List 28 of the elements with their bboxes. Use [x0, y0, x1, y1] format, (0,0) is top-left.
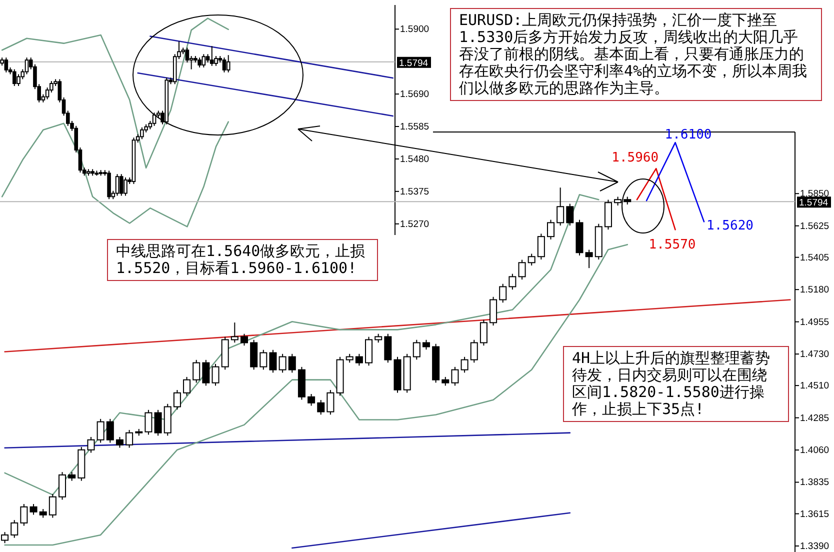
- y-tick-label: 1.5900: [400, 24, 430, 36]
- y-tick-label: 1.4060: [800, 445, 830, 456]
- y-tick-label: 1.5480: [400, 154, 430, 165]
- ref-line-label: 1.5794: [399, 58, 428, 69]
- annotation: 1.5570: [648, 238, 696, 253]
- annotation: 中线思路可在1.5640做多欧元，止损1.5520，目标看1.5960-1.6100!: [107, 239, 378, 281]
- y-tick-label: 1.5405: [800, 252, 830, 264]
- y-tick-label: 1.5585: [400, 121, 430, 132]
- text: EURUSD:上周欧元仍保持强势，汇价一度下挫至1.5330后多方开始发力反攻，周线收出的大阳几乎吞没了前根的阴线。基本面上看，只要有通胀压力的存在欧央行仍会坚守利率4%的立场不变，所以本周我们以做多欧元的思路作为主导。: [450, 8, 822, 101]
- y-tick-label: 1.4730: [800, 349, 830, 360]
- y-tick-label: 1.5625: [800, 220, 830, 232]
- line-series: [1, 18, 230, 169]
- y-tick-label: 1.5375: [400, 186, 430, 198]
- y-tick-label: 1.5270: [400, 218, 430, 230]
- annotation: 1.6100: [664, 128, 712, 143]
- y-tick-label: 1.5690: [400, 89, 430, 100]
- annotation: 1.5960: [612, 150, 659, 166]
- annotation: 4H上以上升后的旗型整理蓄势待发，日内交易则可以在围绕区间1.5820-1.5580进行操作，止损上下35点!: [563, 346, 789, 422]
- y-tick-label: 1.3615: [800, 508, 830, 520]
- y-tick-label: 1.3390: [800, 540, 830, 552]
- y-tick-label: 1.4955: [800, 316, 830, 328]
- annotation: 1.5620: [706, 218, 754, 234]
- y-tick-label: 1.4510: [800, 380, 830, 392]
- ref-line-label: 1.5794: [799, 198, 828, 209]
- y-tick-label: 1.4285: [800, 412, 830, 424]
- line-series: [1, 121, 230, 228]
- y-tick-label: 1.3835: [800, 477, 830, 488]
- y-tick-label: 1.5180: [800, 284, 830, 296]
